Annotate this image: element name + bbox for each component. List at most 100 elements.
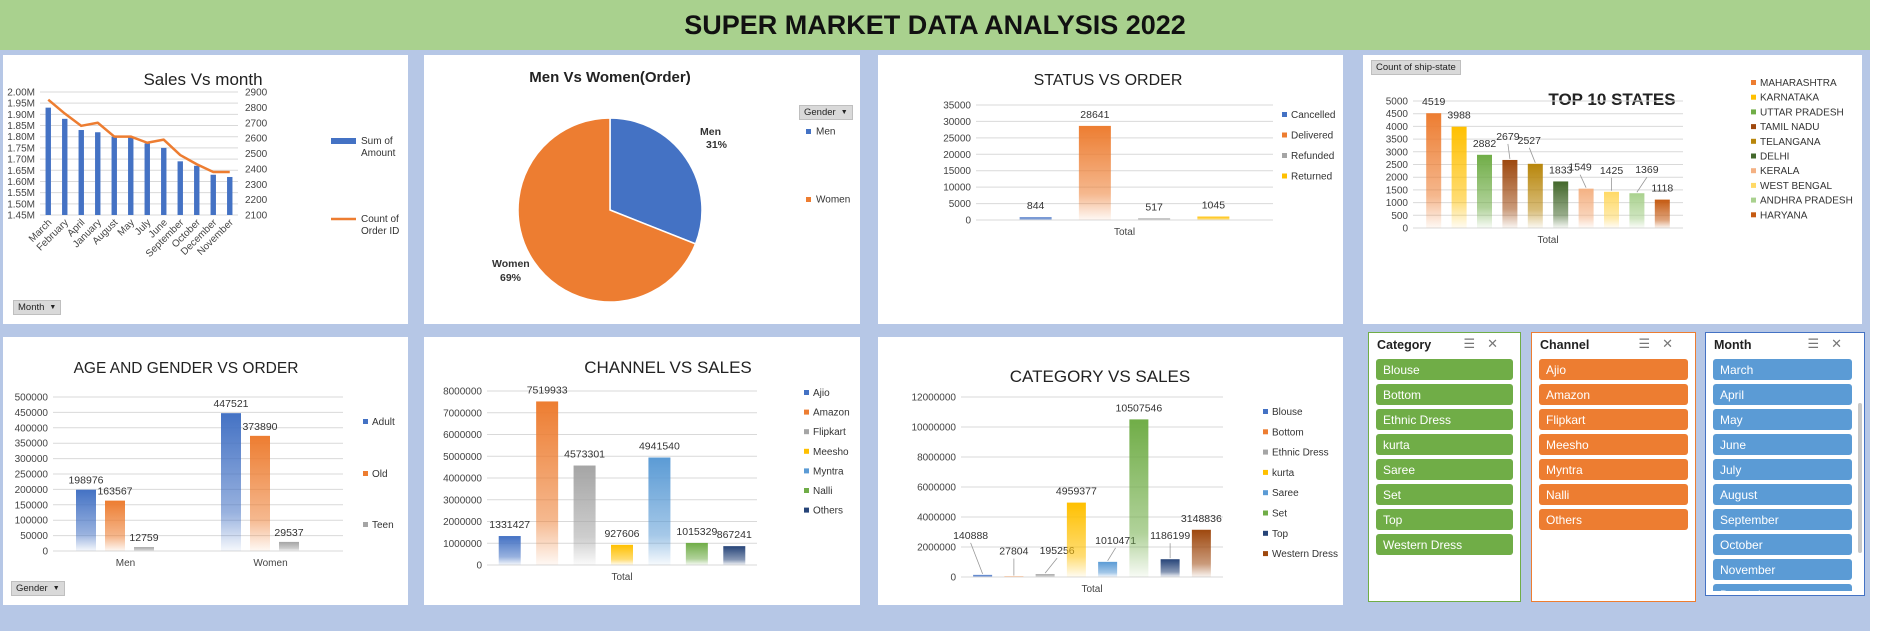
y-axis-tick: 35000 [943, 101, 971, 112]
clear-filter-icon[interactable]: ✕ [1831, 337, 1854, 352]
multi-select-icon[interactable]: ☰ [1463, 337, 1488, 352]
bar-nalli [685, 542, 708, 565]
y-axis-tick: 10000 [943, 183, 971, 194]
label-leader-line [1107, 547, 1116, 562]
y-axis-tick: 1.50M [7, 199, 35, 210]
panel-top-states: TOP 10 STATES 0 500 1000 1500 2000 2500 3000 350… [1363, 55, 1862, 324]
legend-label: Adult [372, 417, 395, 428]
clear-filter-icon[interactable]: ✕ [1662, 337, 1685, 352]
category-slicer-item[interactable]: Ethnic Dress [1376, 409, 1513, 430]
month-slicer-item[interactable]: September [1713, 509, 1852, 530]
bar-flipkart [573, 465, 596, 565]
legend-swatch [1263, 510, 1268, 516]
category-slicer-item[interactable]: Top [1376, 509, 1513, 530]
bar-sum-of-amount [161, 147, 167, 215]
category-slicer-items: Blouse Bottom Ethnic Dress kurta Saree Set Top… [1376, 359, 1513, 597]
month-slicer-item[interactable]: May [1713, 409, 1852, 430]
bar-west-bengal [1604, 191, 1619, 228]
panel-age-gender: AGE AND GENDER VS ORDER 0 50000 100000 15000… [3, 337, 408, 605]
legend-label: Nalli [813, 486, 832, 497]
legend-label: Bottom [1272, 427, 1304, 438]
chart-title: STATUS VS ORDER [1034, 72, 1183, 89]
label-leader-line [1636, 177, 1648, 193]
channel-slicer-title: Channel [1540, 338, 1590, 352]
data-label: 10507546 [1116, 402, 1163, 414]
bottom-strip [0, 610, 1870, 631]
y2-axis-tick: 2200 [245, 195, 268, 206]
bar-teen [279, 541, 299, 551]
dashboard-title: SUPER MARKET DATA ANALYSIS 2022 [0, 0, 1870, 50]
gender-filter-label: Gender [16, 583, 48, 594]
states-field-button[interactable]: Count of ship-state [1371, 60, 1461, 75]
y-axis-tick: 250000 [15, 470, 49, 481]
channel-slicer-item[interactable]: Amazon [1539, 384, 1688, 405]
multi-select-icon[interactable]: ☰ [1638, 337, 1663, 352]
y-axis-tick: 0 [965, 216, 971, 227]
bar-bottom [1004, 576, 1024, 578]
category-slicer: Category ☰✕ Blouse Bottom Ethnic Dress kurt… [1368, 332, 1521, 602]
month-slicer-item[interactable]: December [1713, 584, 1852, 591]
month-slicer-scrollbar[interactable] [1858, 403, 1862, 553]
month-slicer-item[interactable]: July [1713, 459, 1852, 480]
legend-swatch [1751, 153, 1756, 159]
category-slicer-title: Category [1377, 338, 1432, 352]
y-axis-tick: 4000000 [443, 474, 482, 485]
gender-filter-button[interactable]: Gender ▼ [11, 581, 65, 596]
y-axis-tick: 3000000 [443, 495, 482, 506]
bar-old [105, 500, 125, 551]
legend-label-amount-2: Amount [361, 148, 396, 159]
y-axis-tick: 1000 [1386, 198, 1409, 209]
channel-slicer-item[interactable]: Nalli [1539, 484, 1688, 505]
y-axis-tick: 300000 [15, 454, 49, 465]
bar-sum-of-amount [128, 136, 134, 215]
month-slicer-item[interactable]: June [1713, 434, 1852, 455]
y-axis-tick: 1.60M [7, 177, 35, 188]
bar-amazon [536, 401, 559, 565]
clear-filter-icon[interactable]: ✕ [1487, 337, 1510, 352]
data-label: 1369 [1635, 164, 1659, 176]
pie-label-name: Men [700, 126, 721, 138]
month-filter-button[interactable]: Month ▼ [13, 300, 62, 315]
gender-pie-filter-button[interactable]: Gender ▼ [799, 105, 853, 120]
data-label: 12759 [129, 532, 158, 544]
category-slicer-item[interactable]: Bottom [1376, 384, 1513, 405]
multi-select-icon[interactable]: ☰ [1807, 337, 1832, 352]
y-axis-tick: 25000 [943, 133, 971, 144]
data-label: 4941540 [639, 441, 680, 453]
month-slicer-item[interactable]: August [1713, 484, 1852, 505]
legend-swatch [804, 409, 809, 415]
month-slicer-item[interactable]: November [1713, 559, 1852, 580]
channel-slicer-item[interactable]: Others [1539, 509, 1688, 530]
legend-label: TAMIL NADU [1760, 122, 1819, 133]
x-axis-label: Women [253, 558, 287, 569]
bar-sum-of-amount [78, 130, 84, 215]
channel-slicer-item[interactable]: Flipkart [1539, 409, 1688, 430]
bar-others [723, 546, 746, 565]
line-count-of-order-id [47, 98, 230, 174]
category-slicer-item[interactable]: Western Dress [1376, 534, 1513, 555]
month-slicer-item[interactable]: April [1713, 384, 1852, 405]
data-label: 1118 [1651, 183, 1673, 195]
bar-kurta [1066, 502, 1086, 577]
legend-label: TELANGANA [1760, 137, 1821, 148]
category-slicer-item[interactable]: Saree [1376, 459, 1513, 480]
legend-label: WEST BENGAL [1760, 181, 1832, 192]
category-slicer-item[interactable]: Set [1376, 484, 1513, 505]
bar-karnataka [1451, 126, 1467, 228]
y-axis-tick: 1.70M [7, 155, 35, 166]
y-axis-tick: 5000 [949, 199, 972, 210]
channel-slicer-item[interactable]: Ajio [1539, 359, 1688, 380]
bar-sum-of-amount [194, 165, 200, 215]
y-axis-tick: 15000 [943, 166, 971, 177]
channel-slicer-item[interactable]: Myntra [1539, 459, 1688, 480]
month-slicer-item[interactable]: March [1713, 359, 1852, 380]
y-axis-tick: 500 [1391, 211, 1408, 222]
legend-swatch [806, 197, 811, 202]
month-slicer-item[interactable]: October [1713, 534, 1852, 555]
legend-label-amount: Sum of [361, 136, 393, 147]
bar-teen [134, 547, 154, 551]
channel-slicer-item[interactable]: Meesho [1539, 434, 1688, 455]
category-slicer-item[interactable]: Blouse [1376, 359, 1513, 380]
category-slicer-item[interactable]: kurta [1376, 434, 1513, 455]
data-label: 447521 [213, 398, 248, 410]
